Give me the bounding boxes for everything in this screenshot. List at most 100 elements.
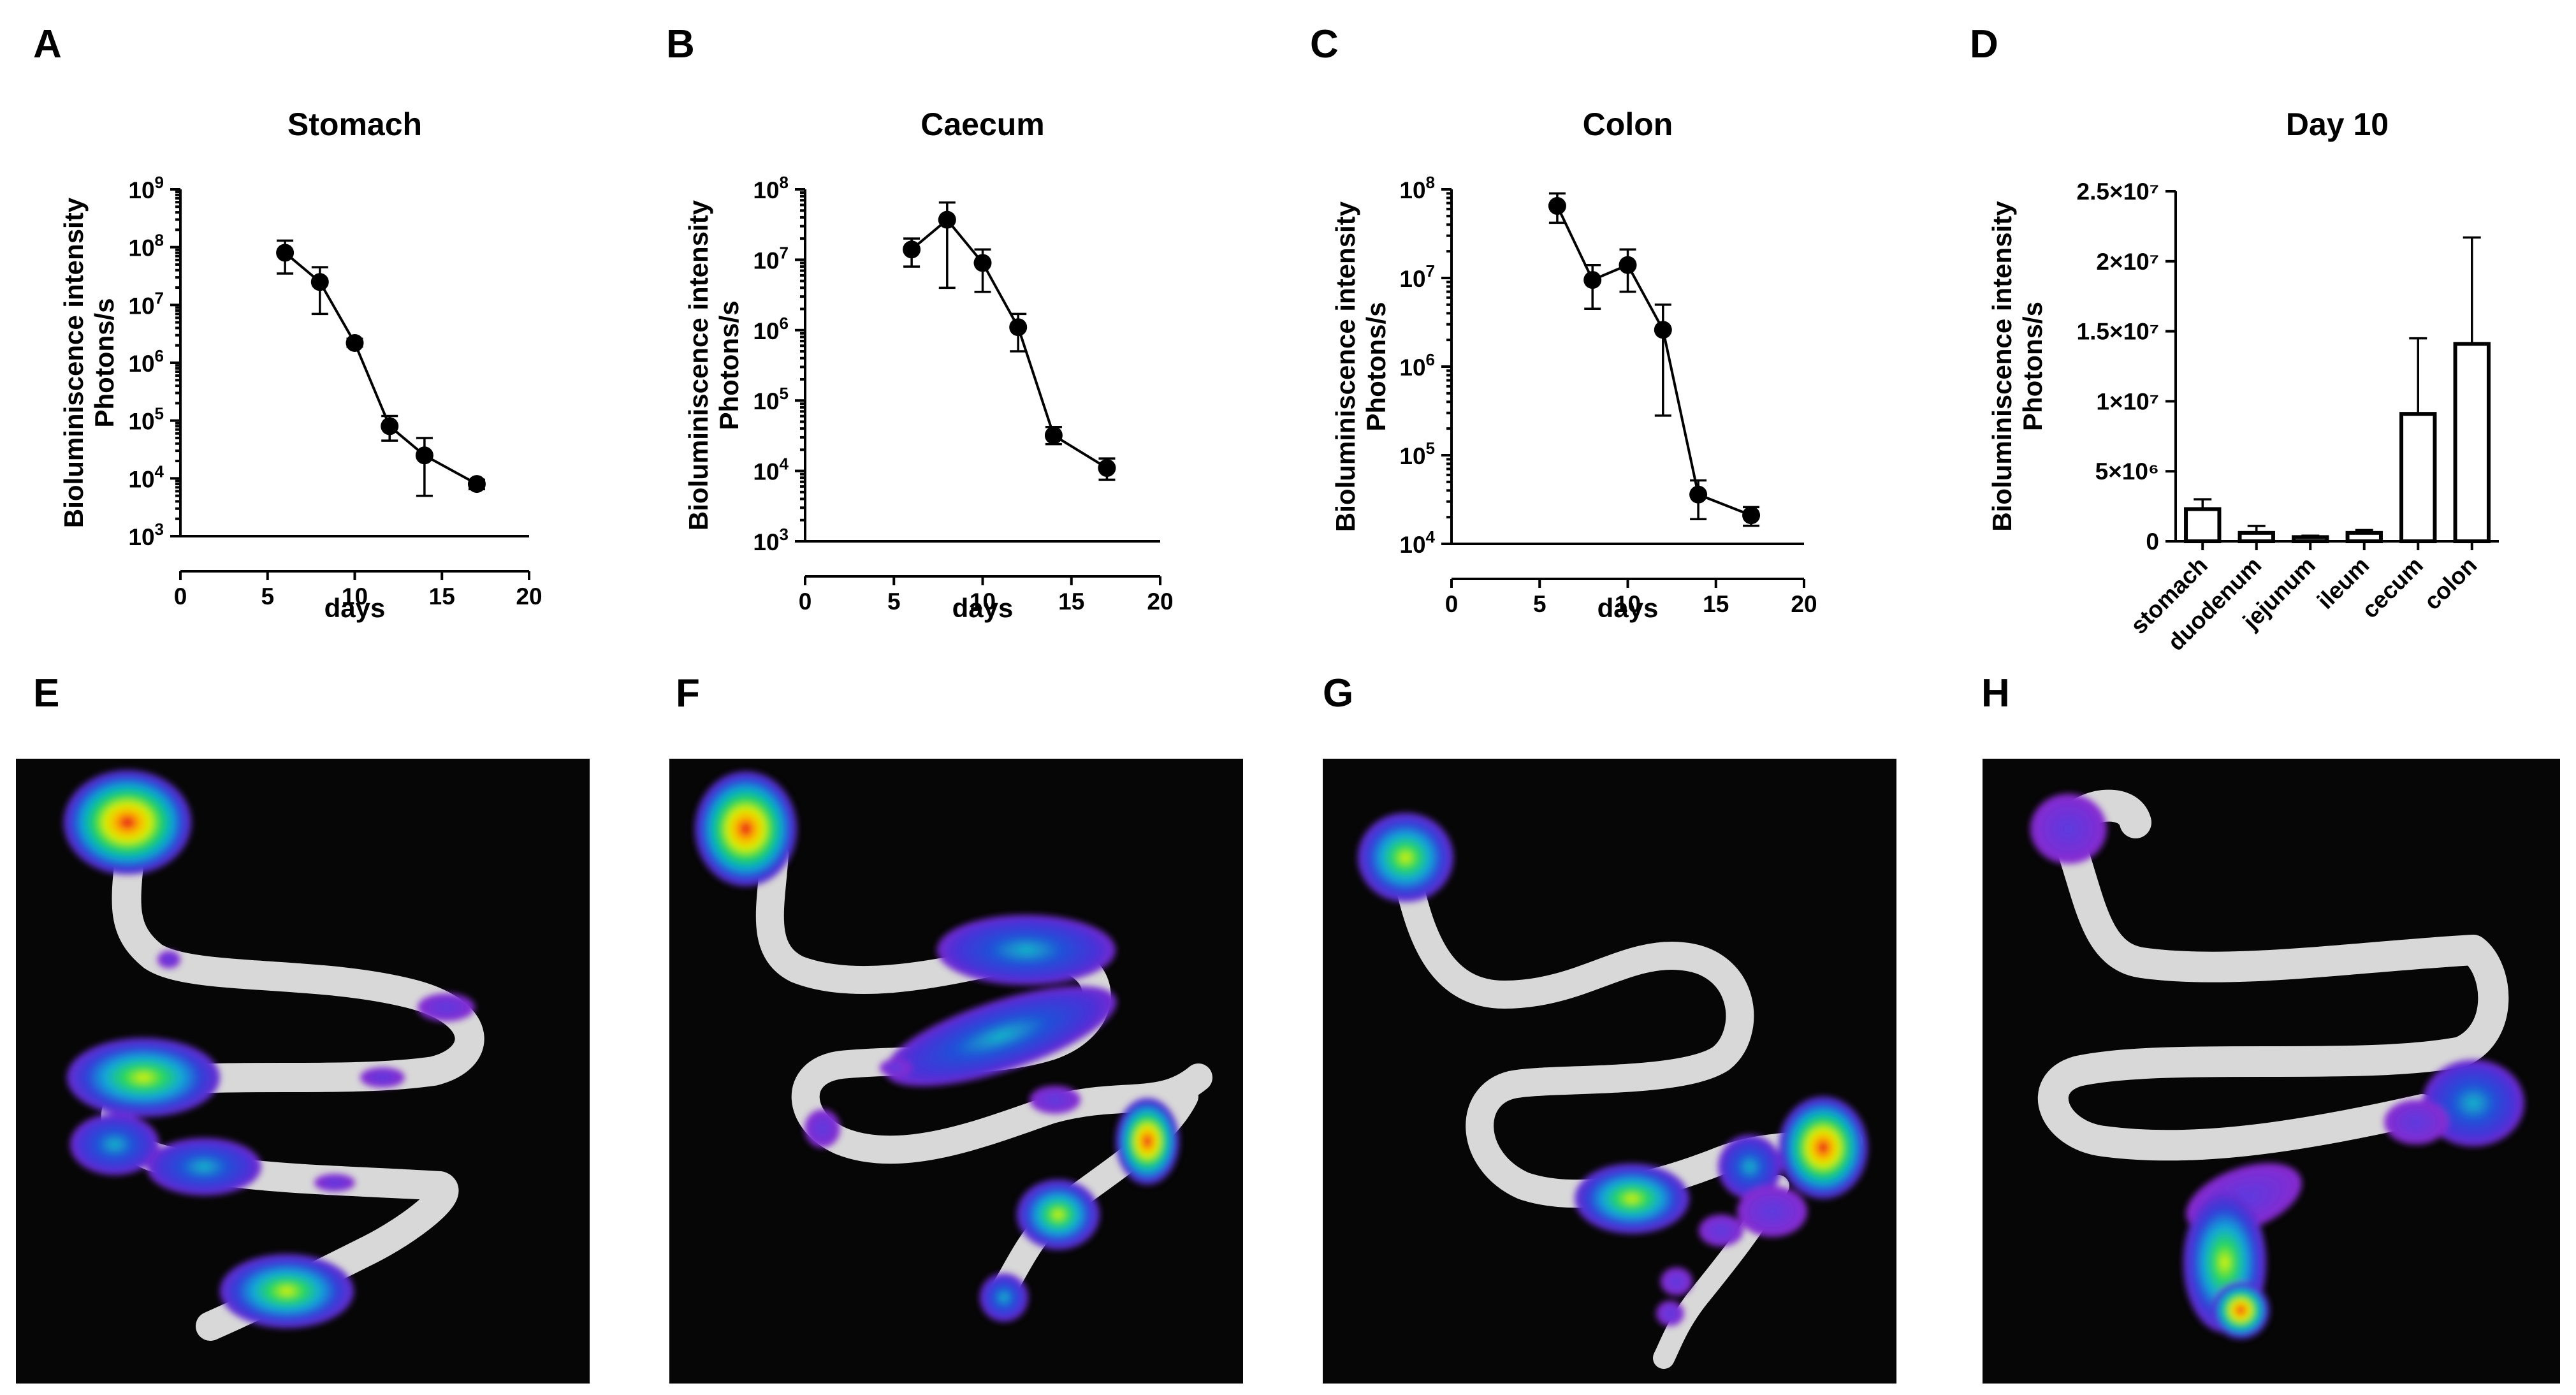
panel-letter-f: F	[676, 671, 700, 715]
x-tick-label: colon	[2419, 552, 2482, 615]
data-point	[310, 273, 329, 291]
data-point	[1548, 197, 1566, 215]
data-point	[938, 210, 956, 229]
y-tick-label: 5×10⁶	[2095, 458, 2159, 485]
data-point	[1654, 321, 1672, 339]
x-tick-label: 0	[799, 588, 812, 615]
gut-bioluminescence-image-stomach	[16, 759, 590, 1384]
error-bar	[2194, 498, 2212, 509]
x-axis-label: days	[952, 593, 1014, 623]
y-tick-label: 104	[1399, 527, 1435, 558]
chart-day10: Day 10 Bioluminiscence intensity Photons/s…	[1987, 106, 2499, 655]
y-axis-label-line2: Photons/s	[89, 298, 119, 427]
bar	[2292, 535, 2329, 543]
x-axis-label: days	[1597, 593, 1659, 623]
panel-letter-c: C	[1310, 22, 1339, 66]
x-tick-label: 5	[1533, 591, 1546, 617]
y-tick-label: 106	[753, 314, 789, 344]
y-tick-label: 2.5×10⁷	[2077, 179, 2159, 205]
data-point	[276, 244, 295, 262]
data-point	[1009, 318, 1028, 337]
gut-bioluminescence-image-colon-day10	[1983, 759, 2560, 1384]
y-axis-label-line2: Photons/s	[2018, 302, 2048, 431]
x-tick-label: 15	[429, 583, 455, 610]
series-line	[1556, 205, 1752, 517]
x-tick-label: 10	[970, 588, 996, 615]
y-tick-label: 104	[753, 455, 789, 485]
y-axis-label-line1: Bioluminiscence intensity	[1330, 201, 1360, 532]
data-point	[1098, 459, 1116, 478]
series-line	[910, 217, 1108, 469]
gut-bioluminescence-image-caecum	[669, 759, 1243, 1384]
y-tick-label: 103	[753, 525, 789, 555]
panel-letter-g: G	[1323, 671, 1353, 715]
x-tick-label: cecum	[2357, 552, 2428, 624]
panel-letter-b: B	[666, 22, 695, 66]
data-point	[903, 240, 921, 259]
y-axis-label-line2: Photons/s	[1361, 302, 1391, 431]
x-tick-label: 10	[1615, 591, 1641, 617]
bar	[2453, 342, 2491, 543]
y-tick-label: 0	[2146, 529, 2159, 555]
x-tick-label: 15	[1058, 588, 1084, 615]
data-point	[1583, 271, 1602, 289]
y-tick-label: 108	[753, 173, 789, 203]
y-tick-label: 105	[753, 384, 789, 414]
y-tick-label: 106	[1399, 350, 1435, 381]
y-tick-label: 106	[128, 346, 164, 377]
data-point	[1689, 485, 1708, 504]
y-axis-label-line1: Bioluminiscence intensity	[59, 197, 89, 528]
x-tick-label: 20	[1791, 591, 1817, 617]
chart-caecum: Caecum Bioluminiscence intensity Photons/s…	[683, 106, 1174, 623]
x-tick-label: 15	[1703, 591, 1729, 617]
error-bar	[2247, 525, 2266, 533]
error-bar	[2355, 529, 2373, 533]
data-point	[381, 417, 399, 435]
x-tick-label: 5	[887, 588, 901, 615]
chart-title: Caecum	[921, 106, 1045, 142]
chart-title: Colon	[1583, 106, 1673, 142]
y-axis-label-line1: Bioluminiscence intensity	[683, 200, 713, 530]
bar	[2345, 530, 2383, 543]
y-tick-label: 103	[128, 520, 164, 550]
x-tick-label: 5	[261, 583, 274, 610]
data-point	[346, 333, 364, 352]
error-bar	[2463, 236, 2481, 344]
y-tick-label: 104	[128, 462, 164, 492]
data-point	[1742, 506, 1761, 525]
error-bar	[2409, 337, 2427, 414]
y-tick-label: 108	[128, 231, 164, 261]
chart-colon: Colon Bioluminiscence intensity Photons/s 0…	[1330, 106, 1817, 623]
error-bar	[2301, 534, 2320, 537]
y-axis-label: Bioluminiscence intensity Photons/s	[59, 197, 119, 528]
y-tick-label: 105	[1399, 439, 1435, 469]
y-tick-label: 109	[128, 173, 164, 203]
data-point	[1619, 256, 1637, 274]
y-tick-label: 107	[753, 243, 789, 274]
x-tick-label: 20	[1147, 588, 1173, 615]
y-tick-label: 107	[1399, 261, 1435, 292]
data-point	[467, 475, 486, 493]
panel-letter-a: A	[33, 22, 62, 66]
x-tick-label: 0	[174, 583, 187, 610]
bar	[2238, 530, 2275, 543]
y-axis-label-line1: Bioluminiscence intensity	[1987, 201, 2017, 532]
y-axis-label: Bioluminiscence intensity Photons/s	[1987, 201, 2048, 532]
x-axis-label: days	[324, 593, 386, 623]
panel-letter-e: E	[33, 671, 59, 715]
chart-title: Stomach	[287, 106, 422, 142]
x-tick-label: 10	[342, 583, 368, 610]
data-point	[973, 254, 992, 272]
panel-letter-d: D	[1970, 22, 1998, 66]
y-axis-label-line2: Photons/s	[714, 300, 744, 430]
y-axis-label: Bioluminiscence intensity Photons/s	[683, 200, 744, 530]
bar	[2399, 412, 2437, 543]
x-tick-label: 20	[516, 583, 542, 610]
y-tick-label: 107	[128, 288, 164, 319]
x-tick-label: 0	[1445, 591, 1459, 617]
data-point	[415, 446, 433, 465]
gut-bioluminescence-image-colon	[1323, 759, 1896, 1384]
y-tick-label: 108	[1399, 173, 1435, 203]
